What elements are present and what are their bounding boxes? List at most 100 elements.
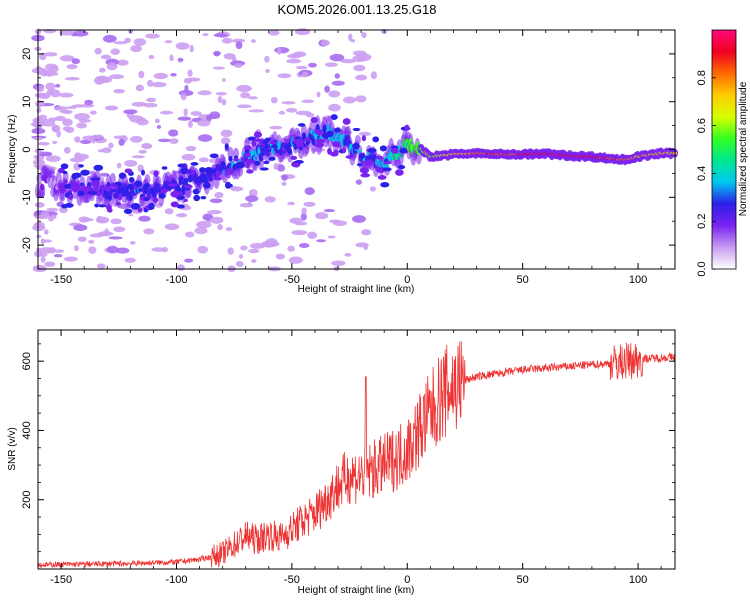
noise-speck: [190, 111, 202, 116]
ridge-blob: [160, 188, 169, 193]
noise-speck: [197, 134, 213, 142]
noise-speck: [62, 118, 73, 127]
ridge-core: [357, 149, 362, 153]
noise-speck: [74, 113, 90, 121]
ridge-blob: [94, 203, 99, 208]
noise-speck: [164, 223, 180, 231]
noise-speck: [209, 111, 221, 119]
noise-speck: [59, 55, 75, 62]
ridge-blob: [380, 182, 390, 188]
noise-speck: [39, 52, 47, 61]
noise-speck: [248, 248, 260, 254]
ridge-halo: [354, 134, 361, 145]
noise-speck: [207, 210, 222, 215]
ridge-blob: [245, 158, 256, 164]
ridge-blob: [270, 144, 278, 148]
noise-speck: [186, 77, 201, 82]
noise-speck: [43, 239, 52, 243]
noise-speck: [343, 96, 356, 104]
noise-speck: [184, 258, 194, 263]
noise-speck: [116, 162, 122, 169]
noise-speck: [71, 58, 81, 65]
colorbar: 0.0 0.2 0.4 0.6 0.8 Normalized spectral ampl…: [696, 29, 749, 277]
spectrogram-x-axis: -150 -100 -50 0 50 100: [37, 30, 662, 286]
noise-speck: [145, 33, 160, 39]
noise-speck: [113, 41, 128, 45]
ridge-blob: [314, 128, 323, 136]
ridge-blob: [363, 159, 374, 166]
ridge-blob: [167, 183, 178, 187]
ridge-halo: [172, 171, 179, 185]
noise-speck: [248, 109, 265, 113]
ridge-blob: [361, 135, 367, 142]
noise-speck: [99, 67, 106, 73]
noise-speck: [301, 99, 315, 104]
noise-speck: [102, 34, 117, 43]
noise-speck: [181, 153, 196, 161]
noise-speck: [206, 114, 212, 122]
snr-panel: -150 -100 -50 0 50 100 200 400 600 Height of st…: [7, 329, 676, 596]
noise-speck: [40, 211, 50, 217]
noise-speck: [251, 259, 257, 263]
noise-speck: [287, 245, 295, 252]
ridge-blob: [245, 162, 250, 169]
snr-x-tick-label: -100: [165, 574, 187, 586]
ridge-core: [322, 124, 327, 134]
ridge-blob: [366, 147, 377, 153]
ridge-blob: [247, 136, 256, 141]
ridge-blob: [263, 160, 270, 165]
colorbar-tick-label: 0.0: [696, 261, 708, 276]
noise-speck: [213, 50, 221, 56]
noise-speck: [217, 96, 223, 103]
noise-speck: [56, 130, 62, 138]
noise-speck: [180, 92, 187, 101]
ridge-blob: [130, 203, 141, 210]
noise-speck: [89, 110, 97, 115]
noise-speck: [184, 84, 189, 92]
noise-speck: [38, 247, 55, 254]
noise-speck: [131, 155, 146, 159]
noise-speck: [316, 91, 321, 98]
noise-speck: [113, 226, 126, 233]
ridge-blob: [251, 140, 257, 147]
noise-speck: [175, 42, 190, 50]
noise-speck: [115, 247, 130, 254]
noise-speck: [281, 174, 288, 181]
spectrogram-x-tick-label: 0: [404, 274, 410, 286]
ridge-halo: [109, 172, 116, 185]
noise-speck: [178, 58, 184, 62]
noise-speck: [323, 209, 336, 213]
noise-speck: [97, 149, 104, 153]
noise-speck: [33, 164, 45, 168]
noise-speck: [221, 98, 227, 106]
noise-speck: [287, 201, 295, 206]
snr-x-tick-label: 100: [629, 574, 647, 586]
noise-speck: [164, 40, 173, 44]
noise-speck: [315, 212, 329, 220]
noise-speck: [50, 214, 57, 220]
spectrogram-y-tick-label: -10: [21, 189, 33, 205]
snr-x-axis-title: Height of straight line (km): [298, 585, 415, 596]
ridge-blob: [315, 138, 326, 143]
ridge-core: [384, 164, 390, 168]
spectrogram-y-axis-title: Frequency (Hz): [7, 115, 18, 184]
noise-speck: [40, 238, 46, 245]
ridge-blob: [124, 168, 133, 174]
ridge-blob: [377, 174, 387, 180]
noise-speck: [238, 254, 243, 259]
noise-speck: [153, 72, 168, 80]
noise-speck: [187, 120, 193, 128]
ridge-blob: [161, 166, 168, 170]
noise-speck: [135, 84, 144, 92]
snr-line: [37, 341, 676, 569]
noise-speck: [225, 227, 233, 232]
noise-speck: [327, 235, 336, 239]
ridge-blob: [199, 167, 206, 173]
noise-speck: [220, 137, 231, 145]
noise-speck: [277, 73, 292, 79]
noise-speck: [45, 82, 56, 91]
noise-speck: [54, 115, 66, 121]
noise-speck: [164, 208, 174, 215]
colorbar-tick-label: 0.6: [696, 118, 708, 133]
noise-speck: [154, 118, 160, 124]
